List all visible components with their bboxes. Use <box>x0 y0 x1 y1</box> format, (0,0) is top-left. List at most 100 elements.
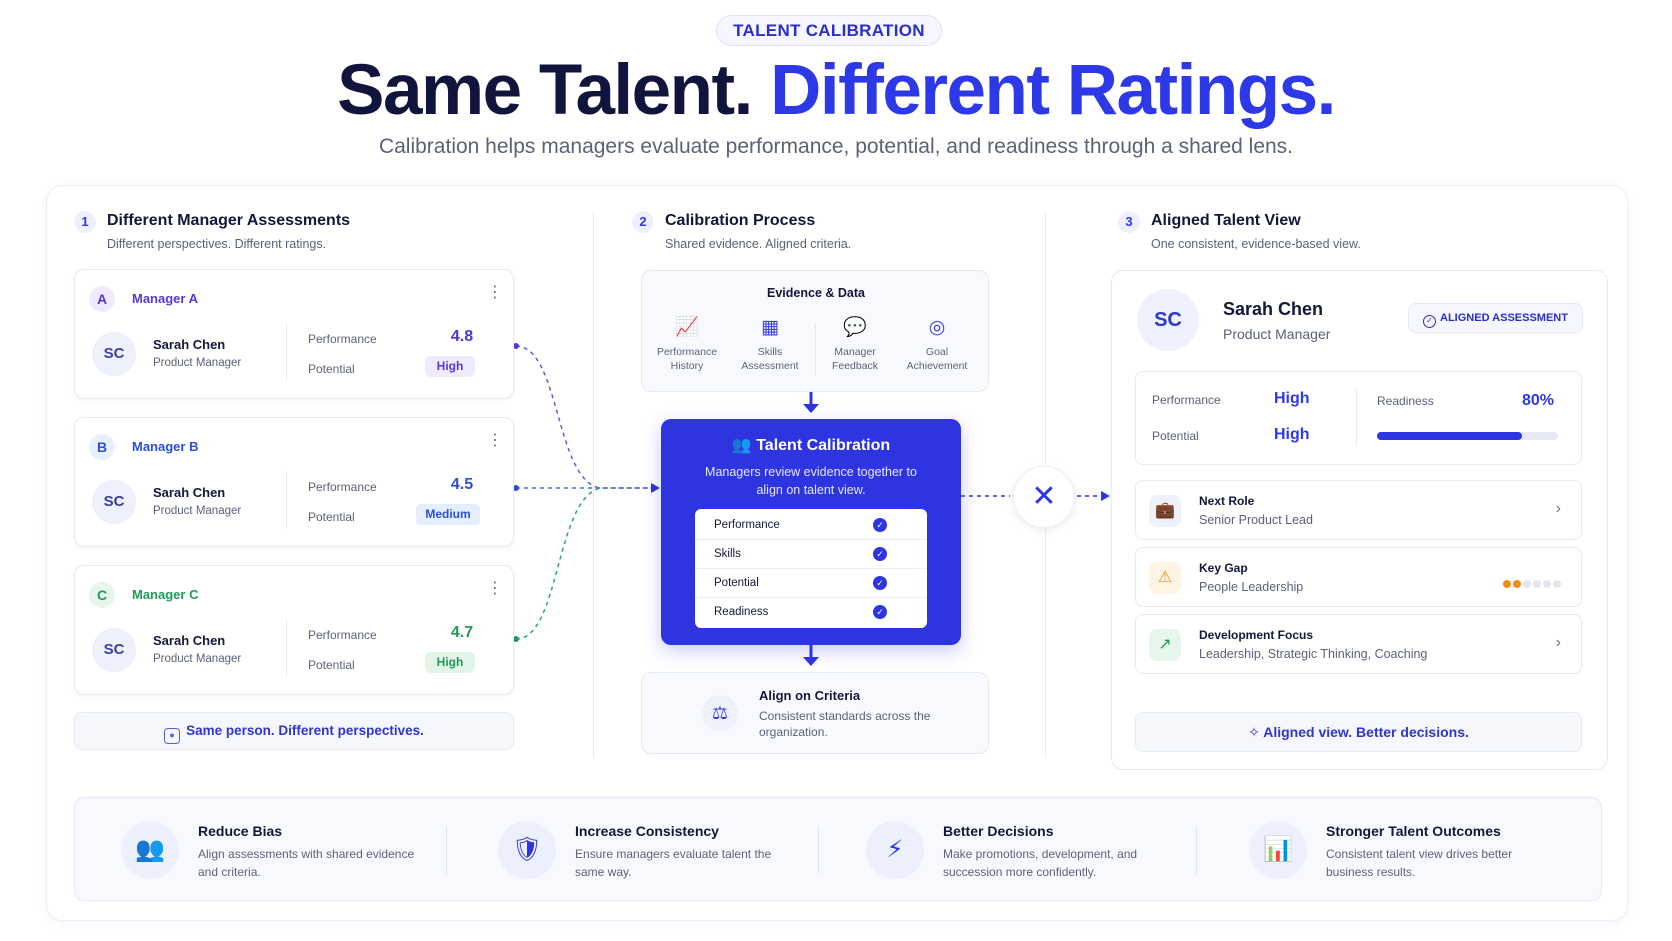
performance-value: 4.5 <box>450 476 474 493</box>
performance-value: 4.7 <box>450 624 474 641</box>
check-circle-icon: ✓ <box>1423 315 1437 328</box>
manager-badge: B <box>89 434 115 460</box>
avatar: SC <box>1137 289 1199 351</box>
grid-icon: ▦ <box>761 317 779 338</box>
manager-card-c[interactable]: C Manager C ⋮ SC Sarah Chen Product Mana… <box>74 565 514 695</box>
benefit-stronger-outcomes: 📊 Stronger Talent Outcomes Consistent ta… <box>1249 798 1569 902</box>
section2-number: 2 <box>632 211 654 233</box>
briefcase-icon: 💼 <box>1149 495 1181 527</box>
avatar: SC <box>92 480 136 524</box>
metrics-divider <box>1356 390 1357 446</box>
development-focus-value: Leadership, Strategic Thinking, Coaching <box>1199 647 1428 661</box>
evidence-card: Evidence & Data 📈 Performance History ▦ S… <box>641 270 989 392</box>
next-role-title: Next Role <box>1199 494 1255 508</box>
section1-subtitle: Different perspectives. Different rating… <box>107 237 327 251</box>
checklist-label: Performance <box>714 519 780 531</box>
person-role: Product Manager <box>153 505 242 517</box>
bolt-icon: ⚡ <box>866 821 924 879</box>
aligned-assessment-badge: ✓ ALIGNED ASSESSMENT <box>1408 303 1583 333</box>
trend-up-icon: ↗ <box>1149 629 1181 661</box>
evidence-item-goal-achievement[interactable]: ◎ Goal Achievement <box>896 315 978 373</box>
same-person-text: Same person. Different perspectives. <box>186 723 424 738</box>
benefit-title: Reduce Bias <box>198 823 283 839</box>
users-icon: 👥 <box>121 821 179 879</box>
check-icon: ✓ <box>873 605 887 619</box>
benefit-title: Better Decisions <box>943 823 1054 839</box>
warning-icon: ⚠ <box>1149 562 1181 594</box>
manager-name: Manager A <box>132 291 198 306</box>
check-icon: ✓ <box>873 547 887 561</box>
chevron-right-icon[interactable]: › <box>1555 500 1561 517</box>
evidence-label-line2: History <box>670 360 704 372</box>
evidence-title: Evidence & Data <box>767 286 865 300</box>
section3-subtitle: One consistent, evidence-based view. <box>1151 237 1361 251</box>
next-role-value: Senior Product Lead <box>1199 513 1313 527</box>
calibration-description: Managers review evidence together to ali… <box>705 465 917 497</box>
shield-icon: 🛡 <box>498 821 556 879</box>
section3-title: Aligned Talent View <box>1151 212 1301 229</box>
evidence-label-line1: Manager <box>834 346 876 358</box>
benefit-title: Stronger Talent Outcomes <box>1326 823 1501 839</box>
more-options-icon[interactable]: ⋮ <box>487 284 503 301</box>
subhead: Calibration helps managers evaluate perf… <box>378 135 1294 158</box>
gap-dot-empty <box>1543 580 1551 588</box>
manager-name: Manager C <box>132 587 199 602</box>
gap-dot-empty <box>1553 580 1561 588</box>
manager-card-a[interactable]: A Manager A ⋮ SC Sarah Chen Product Mana… <box>74 269 514 399</box>
section1-title: Different Manager Assessments <box>107 212 351 229</box>
alignment-hub-icon: ✕ <box>1013 466 1075 528</box>
performance-value: 4.8 <box>450 328 474 345</box>
evidence-label-line2: Achievement <box>906 360 968 372</box>
more-options-icon[interactable]: ⋮ <box>487 432 503 449</box>
benefit-title: Increase Consistency <box>575 823 719 839</box>
divider-1 <box>593 212 594 758</box>
potential-badge: High <box>425 356 475 377</box>
person-role: Product Manager <box>1223 326 1331 342</box>
gap-dot-empty <box>1523 580 1531 588</box>
target-icon: ◎ <box>928 317 946 338</box>
bar-chart-icon: 📊 <box>1249 821 1307 879</box>
evidence-item-performance-history[interactable]: 📈 Performance History <box>646 315 728 373</box>
evidence-label-line1: Performance <box>656 346 718 358</box>
checklist-item-skills: Skills ✓ <box>695 540 927 569</box>
benefit-description: Align assessments with shared evidence a… <box>198 847 415 879</box>
headline-part2: Different Ratings. <box>770 51 1336 130</box>
section2-title: Calibration Process <box>665 212 816 229</box>
key-gap-title: Key Gap <box>1199 561 1248 575</box>
avatar: SC <box>92 628 136 672</box>
card-divider <box>286 619 287 677</box>
benefit-separator <box>446 826 447 874</box>
section3-number: 3 <box>1118 211 1140 233</box>
person-name: Sarah Chen <box>153 337 226 352</box>
potential-label: Potential <box>308 510 355 524</box>
chevron-right-icon[interactable]: › <box>1555 634 1561 651</box>
checklist-label: Potential <box>714 577 759 589</box>
potential-label: Potential <box>308 658 355 672</box>
next-role-row[interactable]: 💼 Next Role Senior Product Lead › <box>1135 480 1582 540</box>
more-options-icon[interactable]: ⋮ <box>487 580 503 597</box>
potential-label: Potential <box>1152 429 1199 443</box>
readiness-bar-fill <box>1377 432 1522 440</box>
evidence-item-skills-assessment[interactable]: ▦ Skills Assessment <box>729 315 811 373</box>
benefit-increase-consistency: 🛡 Increase Consistency Ensure managers e… <box>498 798 798 902</box>
benefit-description: Make promotions, development, and succes… <box>943 847 1138 879</box>
checklist-item-performance: Performance ✓ <box>695 511 927 540</box>
calibration-title: Talent Calibration <box>756 437 891 454</box>
readiness-label: Readiness <box>1377 394 1434 408</box>
person-name: Sarah Chen <box>153 485 226 500</box>
checklist-item-readiness: Readiness ✓ <box>695 598 927 627</box>
benefit-separator <box>818 826 819 874</box>
evidence-label-line2: Feedback <box>831 360 879 372</box>
calibration-checklist: Performance ✓ Skills ✓ Potential ✓ Readines… <box>695 509 927 628</box>
key-gap-row: ⚠ Key Gap People Leadership <box>1135 547 1582 607</box>
performance-value: High <box>1274 390 1310 407</box>
evidence-item-manager-feedback[interactable]: 💬 Manager Feedback <box>814 315 896 373</box>
checklist-item-potential: Potential ✓ <box>695 569 927 598</box>
development-focus-row[interactable]: ↗ Development Focus Leadership, Strategi… <box>1135 614 1582 674</box>
evidence-label-line1: Goal <box>925 346 949 358</box>
metrics-box: Performance High Potential High Readines… <box>1135 371 1582 465</box>
person-name: Sarah Chen <box>153 633 226 648</box>
check-icon: ✓ <box>873 576 887 590</box>
manager-card-b[interactable]: B Manager B ⋮ SC Sarah Chen Product Mana… <box>74 417 514 547</box>
aligned-view-text: Aligned view. Better decisions. <box>1263 724 1469 740</box>
